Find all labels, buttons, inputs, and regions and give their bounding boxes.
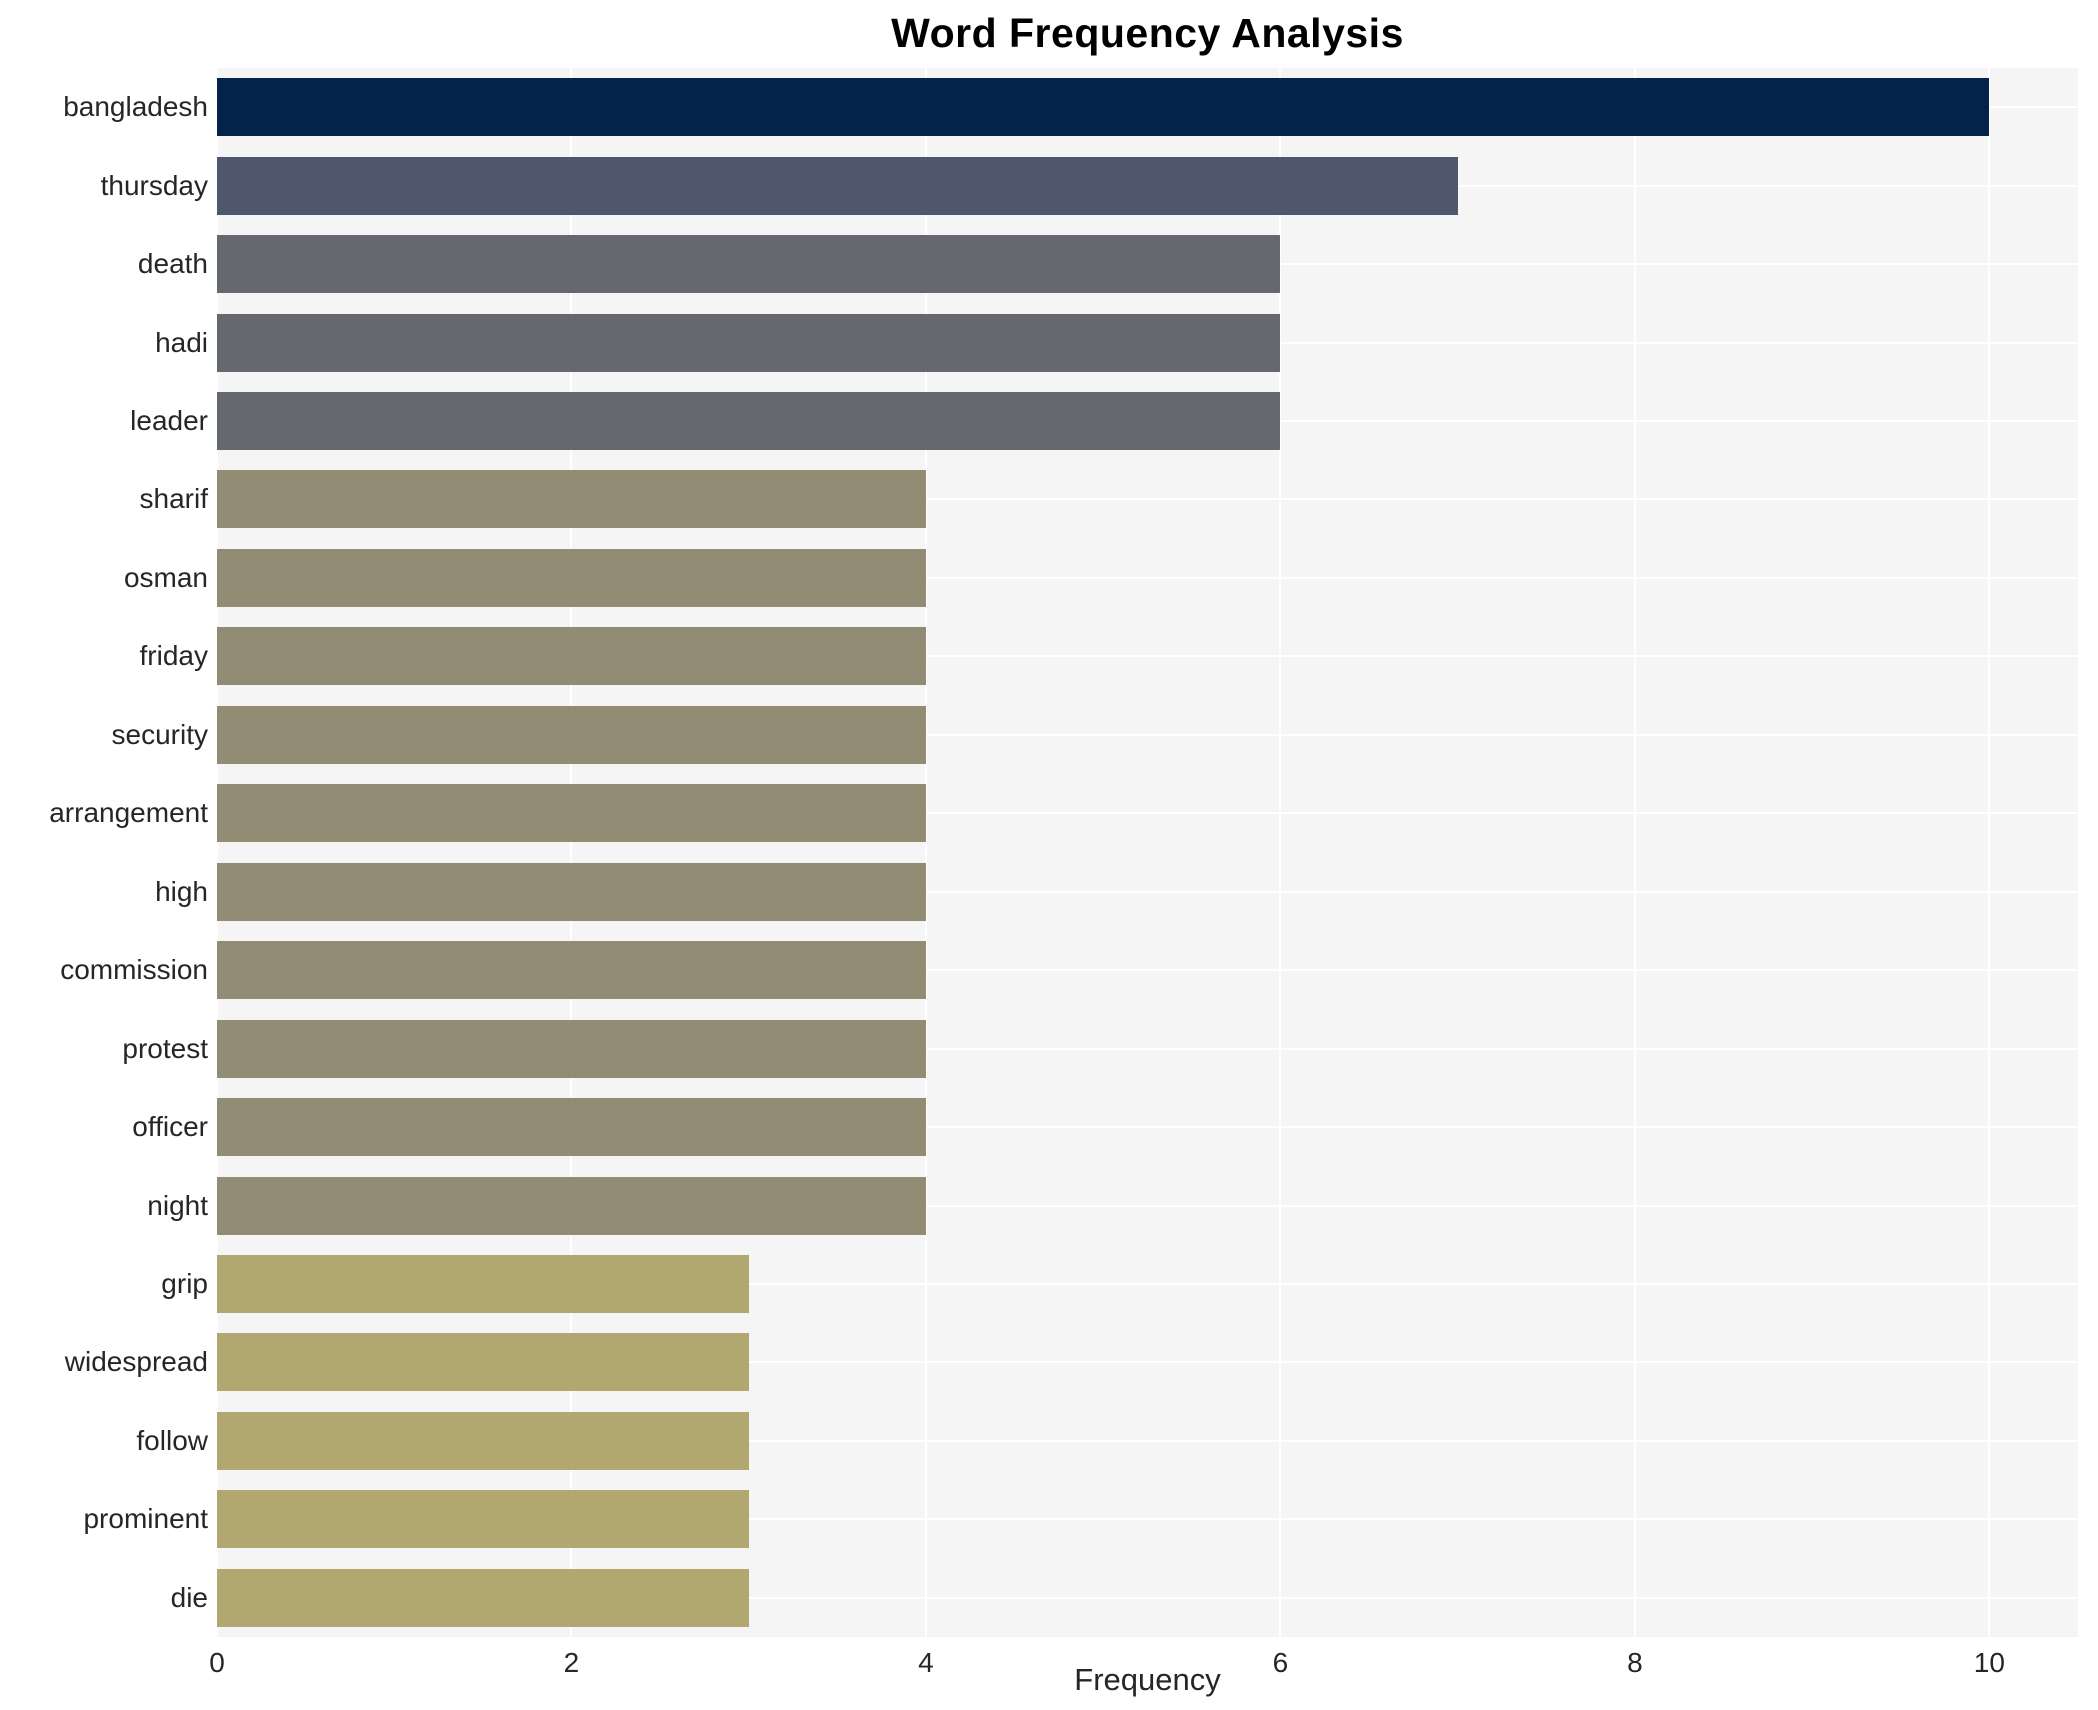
x-tick-10: 10 (1973, 1647, 2005, 1678)
category-label-commission: commission (60, 954, 208, 986)
bar-prominent (217, 1490, 749, 1549)
category-label-follow: follow (136, 1424, 208, 1456)
category-label-grip: grip (161, 1267, 208, 1299)
bar-protest (217, 1019, 926, 1078)
x-axis-title: Frequency (1074, 1662, 1221, 1697)
gridline-y-protest (217, 1047, 2078, 1050)
x-tick-4: 4 (918, 1647, 934, 1678)
x-tick-2: 2 (563, 1647, 580, 1678)
gridline-x-8 (1633, 68, 1636, 1637)
gridline-y-security (217, 733, 2078, 736)
category-label-security: security (111, 718, 208, 750)
gridline-y-grip (217, 1282, 2078, 1285)
bar-follow (217, 1411, 749, 1470)
gridline-y-prominent (217, 1518, 2078, 1521)
bar-security (217, 705, 926, 764)
category-label-widespread: widespread (64, 1346, 208, 1378)
category-label-high: high (155, 875, 208, 907)
category-label-die: die (170, 1581, 208, 1613)
gridline-y-high (217, 890, 2078, 893)
plot-area (216, 68, 2078, 1637)
gridline-x-0 (216, 68, 218, 1637)
gridline-x-2 (570, 68, 573, 1637)
category-label-leader: leader (130, 405, 208, 437)
gridline-y-friday (217, 655, 2078, 658)
bar-die (217, 1568, 749, 1627)
category-label-prominent: prominent (83, 1503, 208, 1535)
gridline-x-4 (924, 68, 927, 1637)
gridline-y-night (217, 1204, 2078, 1207)
x-axis-ticks: 0 2 4 6 8 10 (209, 1647, 2078, 1683)
category-label-thursday: thursday (100, 169, 208, 201)
chart-title: Word Frequency Analysis (891, 10, 1404, 56)
x-tick-0: 0 (209, 1647, 225, 1678)
gridline-y-follow (217, 1439, 2078, 1442)
bar-leader (217, 392, 1281, 451)
bar-officer (217, 1098, 926, 1157)
x-tick-6: 6 (1272, 1647, 1289, 1678)
gridline-y-die (217, 1596, 2078, 1599)
bar-thursday (217, 156, 1458, 215)
bar-osman (217, 548, 926, 607)
category-label-officer: officer (132, 1111, 208, 1143)
gridline-x-6 (1279, 68, 1282, 1637)
x-tick-8: 8 (1627, 1647, 1643, 1678)
bar-arrangement (217, 784, 926, 843)
category-label-bangladesh: bangladesh (63, 91, 208, 123)
bar-bangladesh (217, 78, 1990, 137)
gridline-y-commission (217, 969, 2078, 972)
category-label-death: death (137, 248, 208, 280)
bar-grip (217, 1254, 749, 1313)
bar-friday (217, 627, 926, 686)
bar-high (217, 862, 926, 921)
bar-commission (217, 941, 926, 1000)
bar-widespread (217, 1333, 749, 1392)
category-labels: bangladesh thursday death hadi leader sharif o… (0, 68, 217, 1637)
gridline-y-officer (217, 1126, 2078, 1129)
category-label-protest: protest (122, 1032, 208, 1064)
category-label-night: night (147, 1189, 208, 1221)
gridline-y-arrangement (217, 812, 2078, 815)
gridline-y-widespread (217, 1361, 2078, 1364)
bar-night (217, 1176, 926, 1235)
category-label-friday: friday (139, 640, 208, 672)
gridline-y-sharif (217, 498, 2078, 501)
gridline-y-osman (217, 576, 2078, 579)
category-label-arrangement: arrangement (49, 797, 208, 829)
gridline-x-10 (1988, 68, 1991, 1637)
bar-death (217, 235, 1281, 294)
category-label-hadi: hadi (155, 326, 208, 358)
category-label-sharif: sharif (139, 483, 208, 515)
bar-hadi (217, 313, 1281, 372)
bar-sharif (217, 470, 926, 529)
category-label-osman: osman (123, 561, 208, 593)
